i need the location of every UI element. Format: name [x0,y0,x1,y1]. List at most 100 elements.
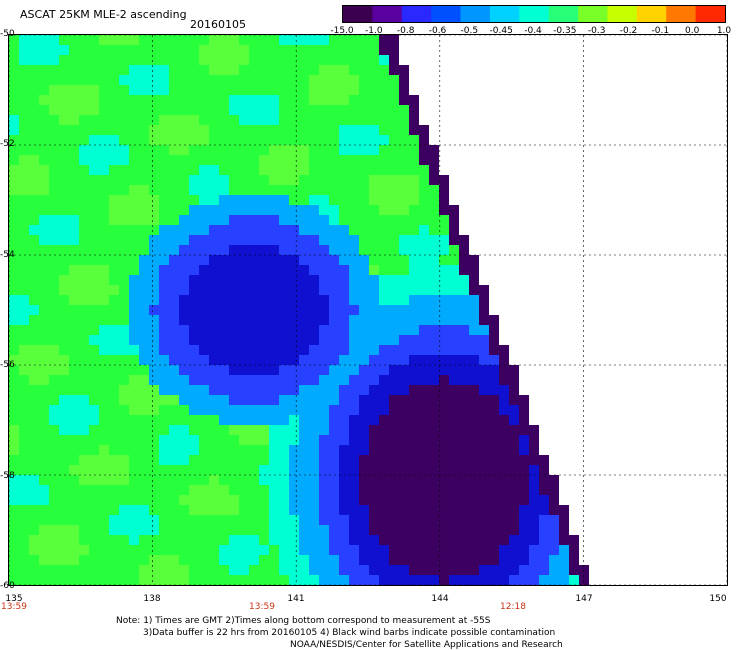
wind-cell [289,545,299,555]
wind-cell [429,325,439,335]
wind-cell [229,245,239,255]
wind-cell [479,545,489,555]
wind-cell [299,335,309,345]
wind-cell [69,235,79,245]
wind-cell [369,65,379,75]
wind-cell [439,285,449,295]
wind-cell [19,495,29,505]
wind-cell [129,455,139,465]
wind-cell [299,535,309,545]
wind-cell [139,155,149,165]
wind-cell [169,395,179,405]
wind-cell [109,185,119,195]
wind-cell [129,285,139,295]
wind-cell [9,325,19,335]
wind-cell [329,565,339,575]
wind-cell [329,335,339,345]
wind-cell [159,185,169,195]
wind-cell [79,65,89,75]
wind-cell [379,465,389,475]
wind-cell [39,255,49,265]
wind-cell [49,525,59,535]
wind-cell [329,505,339,515]
wind-cell [329,555,339,565]
wind-cell [379,35,389,45]
wind-cell [169,565,179,575]
wind-cell [199,535,209,545]
wind-cell [79,445,89,455]
wind-cell [49,105,59,115]
wind-cell [89,45,99,55]
wind-cell [399,355,409,365]
wind-cell [149,375,159,385]
wind-cell [229,65,239,75]
wind-cell [189,85,199,95]
wind-cell [379,265,389,275]
wind-cell [279,295,289,305]
wind-cell [309,475,319,485]
wind-cell [249,215,259,225]
wind-cell [399,465,409,475]
wind-cell [489,575,499,585]
wind-cell [149,135,159,145]
wind-cell [419,455,429,465]
wind-cell [269,515,279,525]
wind-cell [289,275,299,285]
wind-cell [389,405,399,415]
wind-cell [249,475,259,485]
wind-cell [369,45,379,55]
wind-cell [439,325,449,335]
wind-cell [89,445,99,455]
wind-cell [239,305,249,315]
wind-cell [219,365,229,375]
wind-cell [429,205,439,215]
wind-cell [229,545,239,555]
wind-cell [219,75,229,85]
wind-cell [459,355,469,365]
wind-cell [249,305,259,315]
wind-cell [479,575,489,585]
wind-cell [49,95,59,105]
wind-cell [239,75,249,85]
wind-cell [59,475,69,485]
wind-cell [239,325,249,335]
wind-cell [259,125,269,135]
wind-cell [289,245,299,255]
wind-cell [39,535,49,545]
wind-cell [189,215,199,225]
wind-cell [189,505,199,515]
wind-cell [19,345,29,355]
wind-cell [369,395,379,405]
wind-cell [99,405,109,415]
wind-cell [249,495,259,505]
wind-cell [339,415,349,425]
wind-cell [169,495,179,505]
wind-cell [249,65,259,75]
wind-cell [29,375,39,385]
wind-cell [79,135,89,145]
wind-cell [9,255,19,265]
wind-cell [139,315,149,325]
wind-cell [109,55,119,65]
wind-cell [239,365,249,375]
wind-cell [529,535,539,545]
wind-cell [399,125,409,135]
wind-cell [209,55,219,65]
wind-cell [149,445,159,455]
wind-cell [119,535,129,545]
wind-cell [319,525,329,535]
wind-cell [149,455,159,465]
wind-cell [389,65,399,75]
wind-cell [109,395,119,405]
wind-cell [199,565,209,575]
wind-cell [49,185,59,195]
wind-cell [99,95,109,105]
wind-cell [369,285,379,295]
wind-cell [519,575,529,585]
wind-cell [239,465,249,475]
wind-cell [339,555,349,565]
wind-cell [119,505,129,515]
wind-cell [79,225,89,235]
wind-cell [189,335,199,345]
wind-cell [489,505,499,515]
